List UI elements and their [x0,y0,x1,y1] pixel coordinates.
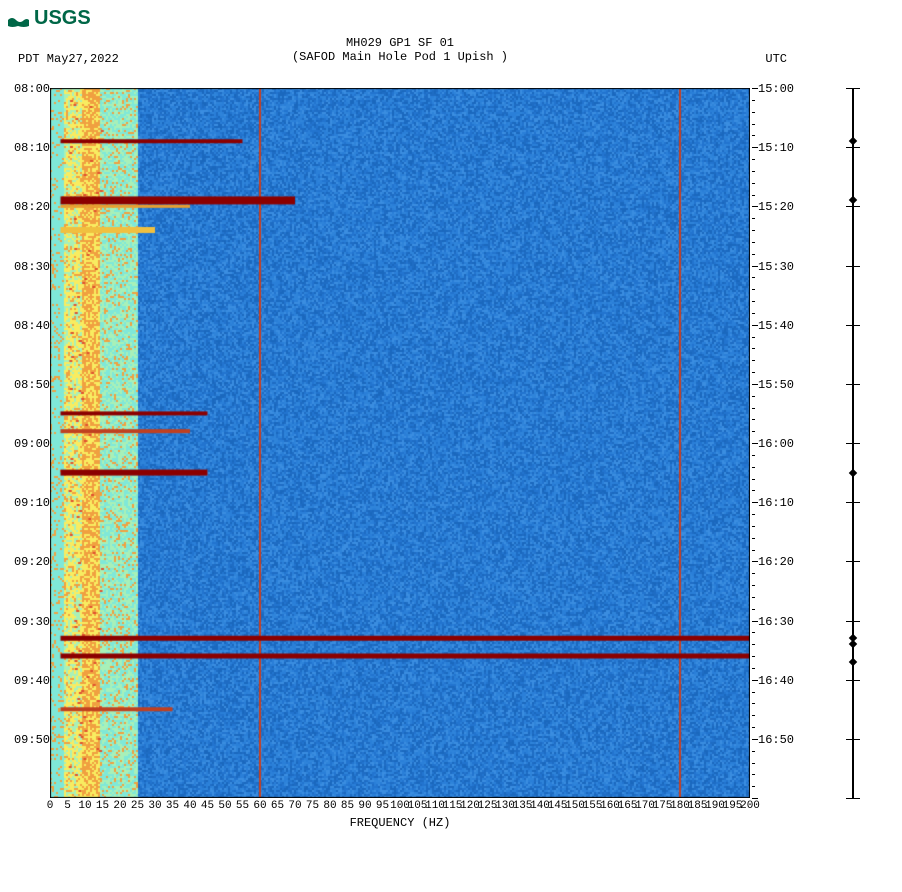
y-right-label: 16:50 [758,733,794,747]
y-axis-right-ticks [752,88,758,798]
y-left-label: 08:20 [14,200,50,214]
y-right-label: 15:40 [758,319,794,333]
x-tick-label: 40 [183,800,196,812]
y-right-label: 15:20 [758,200,794,214]
x-tick-label: 200 [740,800,760,812]
y-left-label: 08:30 [14,260,50,274]
y-left-label: 09:20 [14,555,50,569]
event-marker [849,196,857,204]
x-tick-label: 55 [236,800,249,812]
x-tick-label: 25 [131,800,144,812]
x-tick-label: 45 [201,800,214,812]
x-tick-label: 10 [78,800,91,812]
event-marker [849,137,857,145]
y-right-label: 16:30 [758,615,794,629]
y-left-label: 08:50 [14,378,50,392]
x-tick-label: 0 [47,800,54,812]
usgs-logo: USGS [6,6,91,30]
title-line-1: MH029 GP1 SF 01 [0,36,800,50]
x-tick-label: 90 [358,800,371,812]
y-left-label: 09:00 [14,437,50,451]
x-tick-label: 60 [253,800,266,812]
y-right-label: 15:30 [758,260,794,274]
y-left-label: 09:10 [14,496,50,510]
y-right-label: 15:10 [758,141,794,155]
y-right-label: 15:00 [758,82,794,96]
y-right-label: 16:10 [758,496,794,510]
y-left-label: 09:30 [14,615,50,629]
usgs-mark-icon [6,6,30,30]
event-marker [849,658,857,666]
utc-label: UTC [765,52,787,66]
pdt-label: PDT May27,2022 [18,52,119,66]
event-marker [849,640,857,648]
chart-title: MH029 GP1 SF 01 (SAFOD Main Hole Pod 1 U… [0,36,800,64]
title-line-2: (SAFOD Main Hole Pod 1 Upish ) [0,50,800,64]
y-left-label: 09:50 [14,733,50,747]
spectrogram-canvas [50,88,750,798]
x-tick-label: 15 [96,800,109,812]
y-right-label: 16:20 [758,555,794,569]
x-tick-label: 80 [323,800,336,812]
y-axis-left: 08:0008:1008:2008:3008:4008:5009:0009:10… [10,88,50,798]
x-tick-label: 70 [288,800,301,812]
x-tick-label: 50 [218,800,231,812]
x-tick-label: 35 [166,800,179,812]
x-axis-title: FREQUENCY (HZ) [50,816,750,830]
x-tick-label: 20 [113,800,126,812]
event-marker [849,468,857,476]
x-tick-label: 65 [271,800,284,812]
x-tick-label: 5 [64,800,71,812]
y-axis-right: 15:0015:1015:2015:3015:4015:5016:0016:10… [758,88,798,798]
y-left-label: 08:10 [14,141,50,155]
x-tick-label: 95 [376,800,389,812]
y-left-label: 08:40 [14,319,50,333]
spectrogram-plot [50,88,750,798]
y-left-label: 09:40 [14,674,50,688]
x-tick-label: 75 [306,800,319,812]
y-right-label: 16:40 [758,674,794,688]
y-left-label: 08:00 [14,82,50,96]
usgs-text: USGS [34,7,91,30]
y-right-label: 16:00 [758,437,794,451]
x-tick-label: 30 [148,800,161,812]
x-tick-label: 85 [341,800,354,812]
y-right-label: 15:50 [758,378,794,392]
